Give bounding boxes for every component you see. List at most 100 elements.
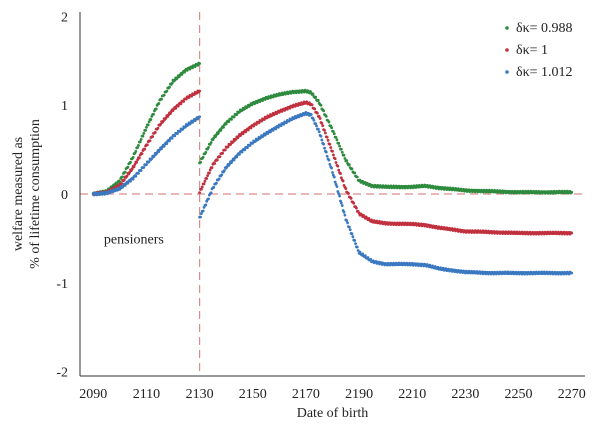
data-point	[156, 126, 160, 130]
x-tick-label: 2170	[292, 387, 320, 402]
data-point	[201, 209, 205, 213]
data-point	[570, 231, 574, 235]
legend-marker	[505, 70, 509, 74]
data-point	[339, 176, 343, 180]
data-point	[345, 159, 349, 162]
data-point	[131, 177, 135, 181]
data-point	[355, 245, 359, 249]
legend: δκ= 0.988 δκ= 1 δκ= 1.012	[505, 21, 573, 80]
y-tick-label: -1	[56, 277, 68, 292]
data-point	[181, 127, 185, 131]
data-point	[148, 139, 152, 143]
data-point	[198, 62, 202, 65]
data-point	[209, 141, 213, 144]
data-point	[193, 65, 197, 68]
data-point	[316, 127, 320, 131]
data-point	[178, 130, 182, 133]
data-point	[337, 192, 341, 196]
data-point	[260, 119, 264, 123]
data-point	[207, 171, 211, 175]
data-point	[328, 163, 332, 166]
data-point	[288, 106, 292, 110]
data-point	[157, 102, 161, 105]
data-point	[342, 153, 346, 157]
x-tick-label: 2110	[133, 387, 160, 402]
y-axis-label-line-1: welfare measured as	[11, 137, 26, 251]
data-point	[196, 63, 200, 67]
data-point	[310, 103, 314, 107]
data-points	[91, 61, 574, 276]
data-point	[353, 239, 357, 242]
y-tick-label: 1	[61, 99, 68, 114]
data-point	[341, 179, 345, 183]
x-axis-label: Date of birth	[297, 406, 369, 421]
data-point	[168, 85, 171, 89]
data-point	[235, 113, 239, 116]
data-point	[337, 168, 341, 172]
data-point	[339, 172, 342, 175]
data-point	[315, 124, 318, 128]
data-point	[207, 146, 210, 149]
data-point	[210, 166, 214, 169]
series-0	[91, 61, 574, 197]
data-point	[222, 125, 225, 129]
data-point	[353, 171, 357, 175]
data-point	[336, 164, 340, 168]
data-point	[120, 182, 124, 185]
data-point	[238, 152, 241, 156]
data-point	[137, 144, 140, 147]
data-point	[330, 166, 334, 170]
data-point	[129, 179, 132, 183]
tick-labels: 2090 2110 2130 2150 2170 2190 2210 2230 2250 2270…	[56, 10, 585, 402]
data-point	[226, 145, 230, 149]
data-point	[223, 148, 227, 152]
data-point	[331, 171, 334, 174]
data-point	[355, 175, 359, 179]
data-point	[249, 126, 253, 130]
data-point	[218, 155, 222, 159]
data-point	[344, 187, 348, 190]
data-point	[125, 174, 129, 178]
data-point	[351, 235, 355, 239]
data-point	[348, 228, 352, 232]
x-tick-label: 2130	[186, 387, 214, 402]
data-point	[317, 114, 321, 118]
data-point	[204, 203, 208, 207]
data-point	[331, 130, 335, 133]
data-point	[146, 123, 150, 127]
data-point	[570, 271, 574, 275]
data-point	[350, 232, 354, 236]
axes	[79, 12, 585, 377]
data-point	[334, 161, 338, 164]
y-tick-label: -2	[56, 366, 68, 381]
data-point	[363, 254, 367, 258]
data-point	[320, 138, 324, 142]
data-point	[314, 122, 318, 125]
data-point	[313, 107, 317, 111]
data-point	[133, 162, 137, 166]
data-point	[204, 150, 208, 154]
data-point	[221, 151, 225, 155]
data-point	[340, 150, 344, 154]
data-point	[331, 153, 335, 157]
data-point	[338, 194, 341, 198]
data-point	[355, 206, 358, 210]
legend-item: δκ= 0.988	[505, 21, 573, 36]
data-point	[346, 221, 349, 225]
data-point	[170, 81, 174, 85]
data-point	[277, 125, 280, 129]
data-point	[168, 139, 171, 143]
data-point	[354, 242, 357, 246]
data-point	[254, 123, 258, 126]
data-point	[326, 138, 330, 142]
y-tick-label: 0	[61, 188, 68, 203]
legend-item: δκ= 1.012	[505, 65, 573, 80]
data-point	[345, 219, 349, 222]
data-point	[176, 104, 180, 108]
data-point	[165, 89, 169, 93]
data-point	[329, 146, 333, 149]
data-point	[232, 158, 236, 162]
data-point	[325, 135, 329, 139]
data-point	[327, 120, 331, 124]
